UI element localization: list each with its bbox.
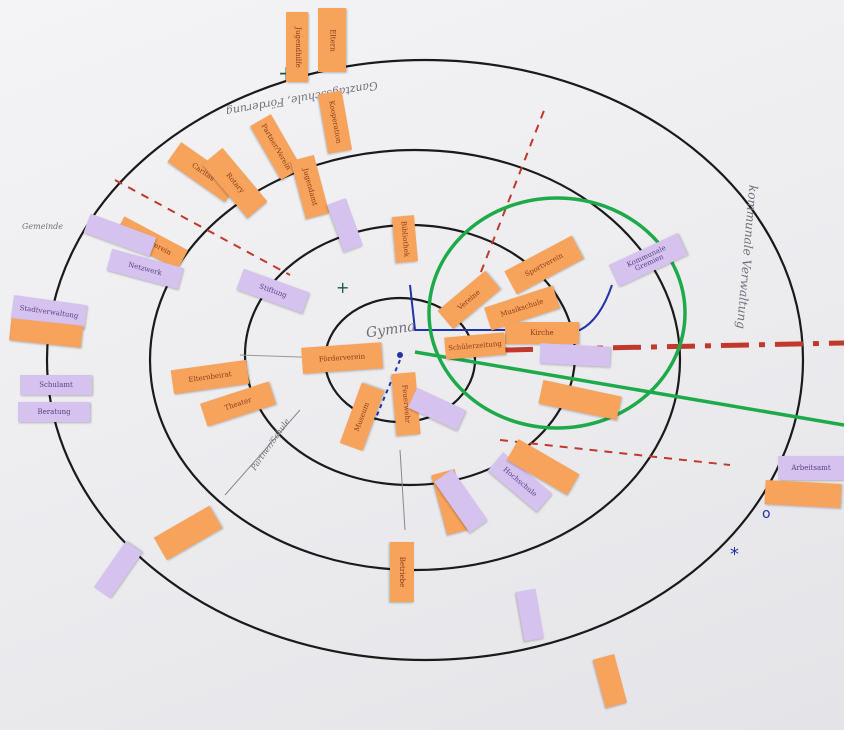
arrow-1 [224,409,301,496]
sticky-note [764,480,842,508]
sticky-note: Schulamt [20,375,92,395]
third-ring [148,148,682,572]
dash-axis-upper [469,107,546,301]
highlight-circle [427,196,687,430]
star-mark: * [730,544,739,565]
sticky-note: Betriebe [390,542,414,602]
sticky-note: Jugendhilfe [286,12,308,82]
arrow-2 [399,449,406,531]
highlight-pointer [414,350,844,427]
sticky-note: Förderverein [301,342,383,374]
o-mark: o [762,506,771,522]
sticky-note [539,343,611,367]
center-dot [397,352,403,358]
outer-ring [45,58,805,662]
plus-mark-2: + [336,278,349,297]
sticky-note: Eltern [318,8,346,72]
sticky-note: Bibliothek [392,215,418,263]
sticky-note: Arbeitsamt [778,456,844,480]
left-label: Gemeinde [22,222,64,231]
sticky-note: Beratung [18,402,90,422]
pen-line-1 [409,284,613,331]
dash-axis-left [114,179,291,276]
sticky-note: Kirche [505,322,579,344]
pen-line-2 [374,359,401,421]
